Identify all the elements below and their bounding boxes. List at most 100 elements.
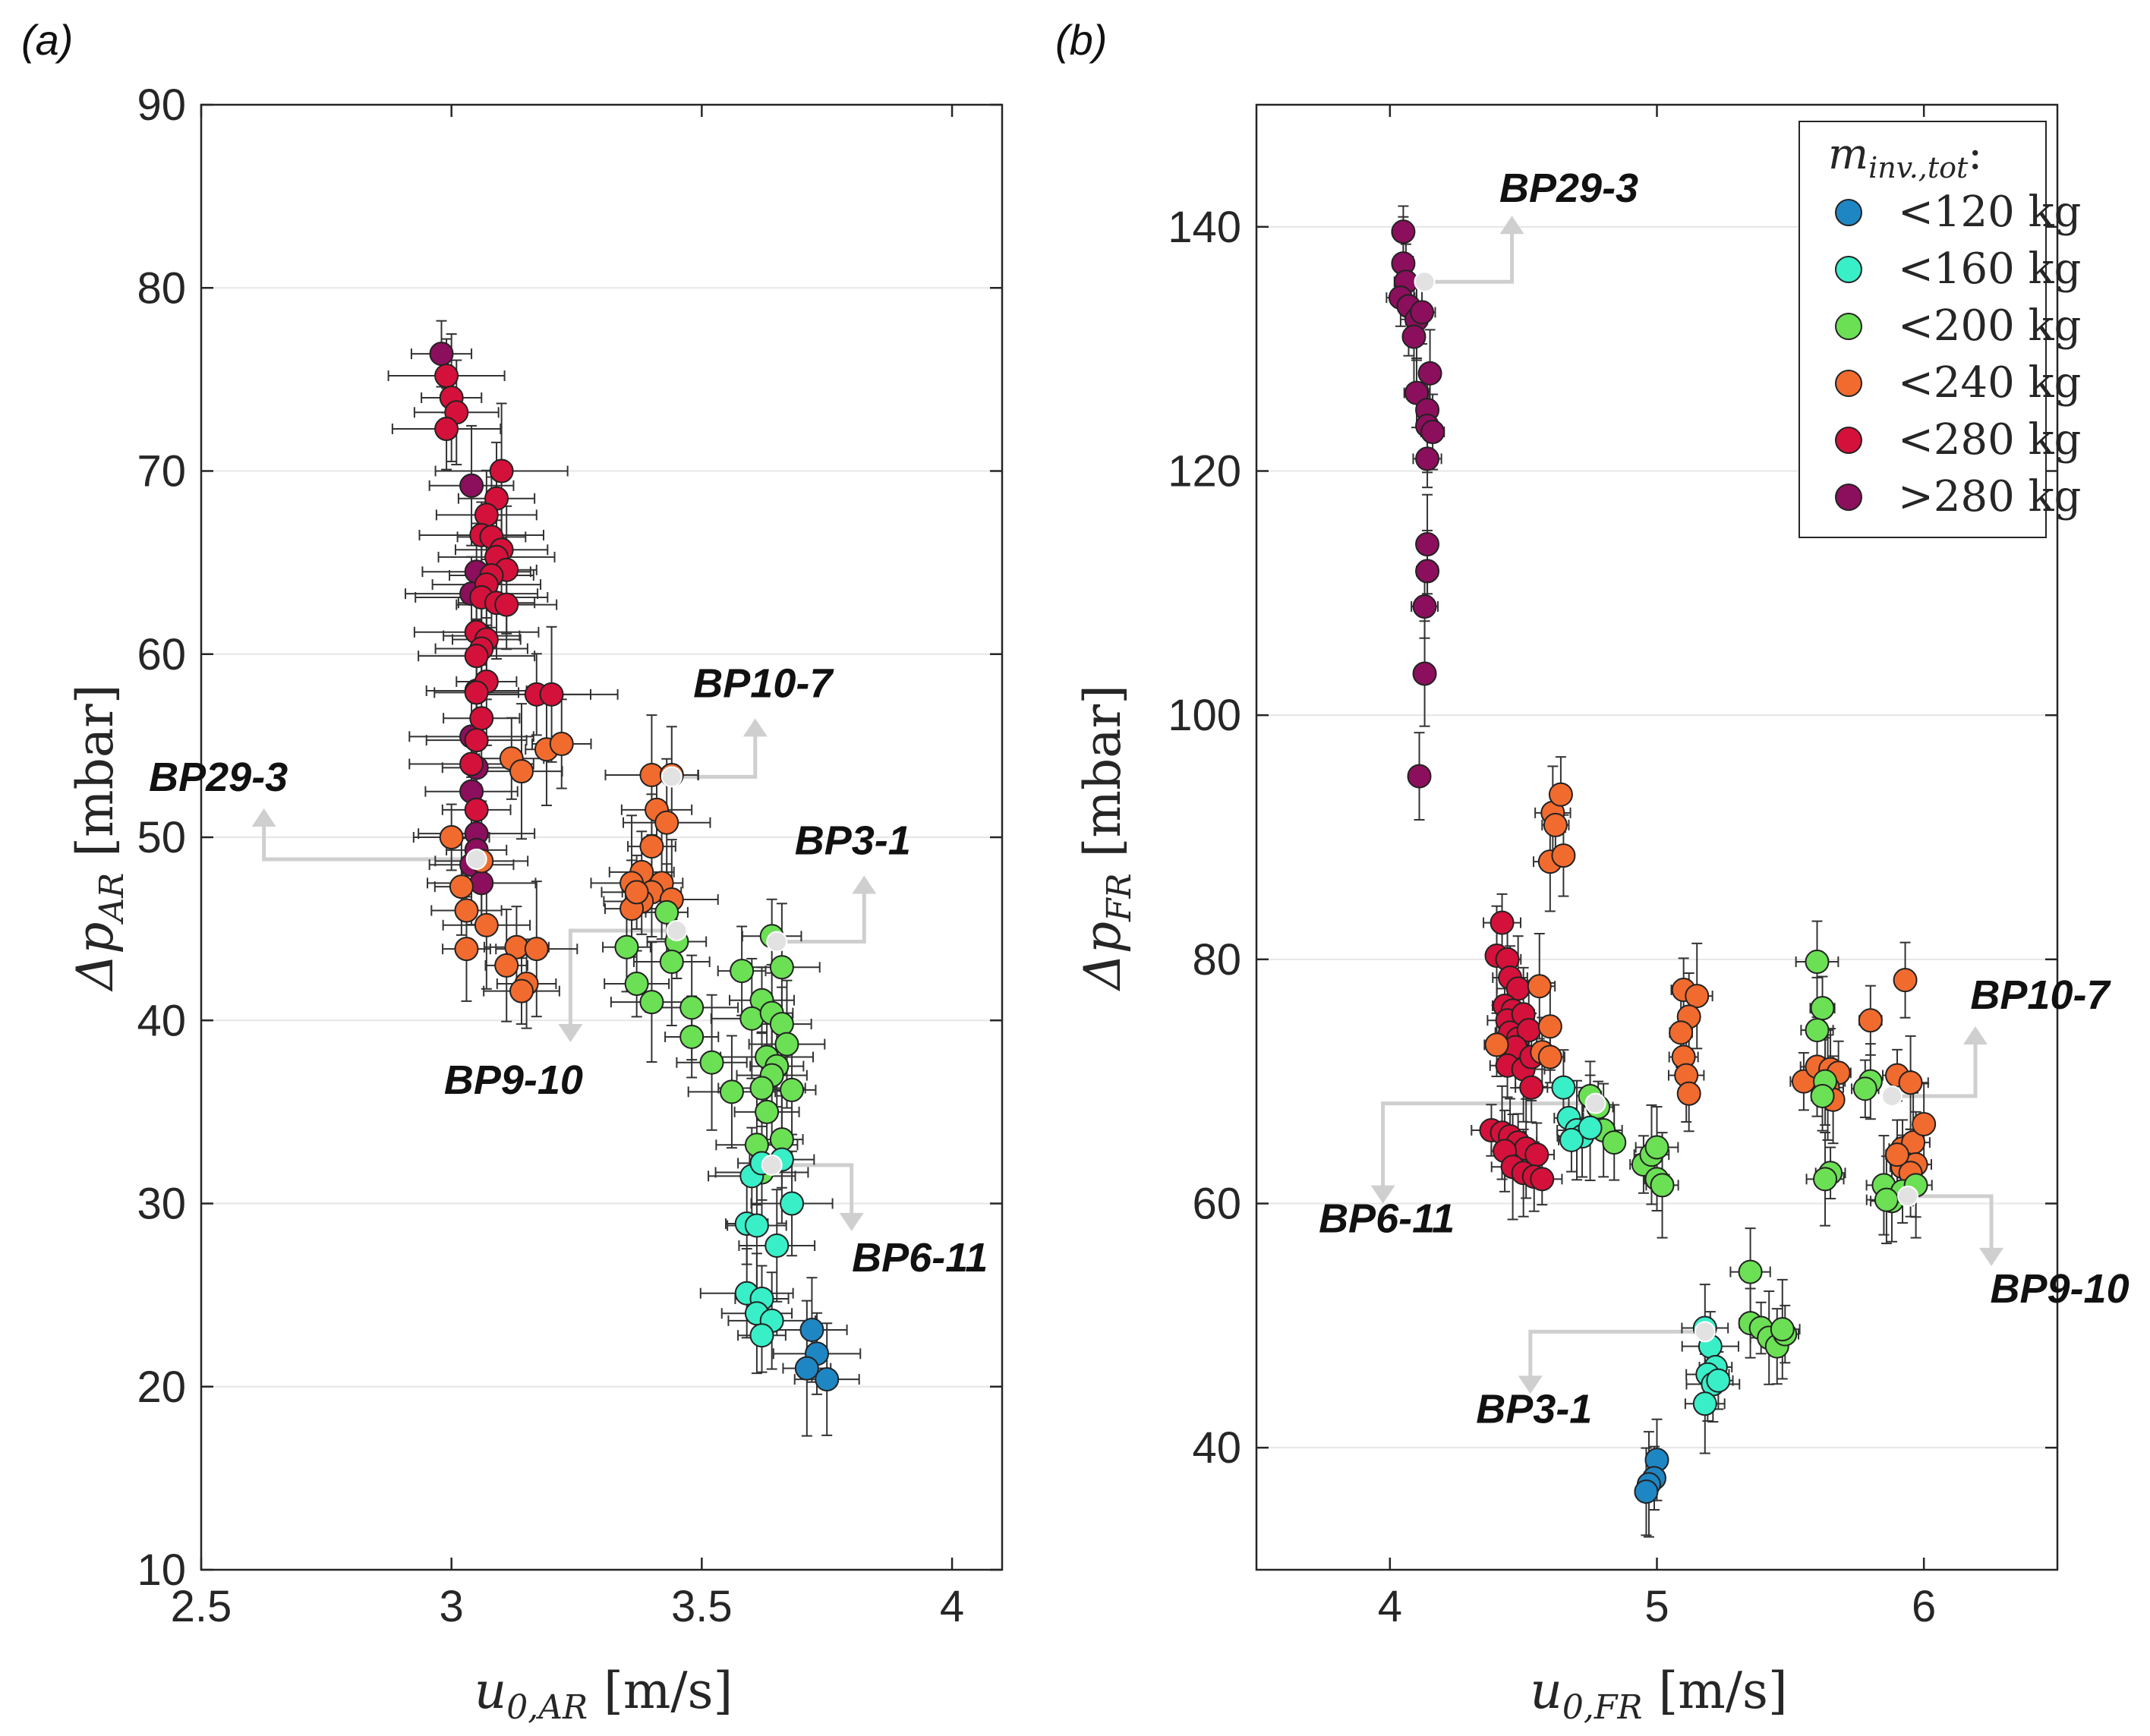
data-point [1527,974,1552,999]
data-point [439,825,464,849]
x-tick-label: 5 [1644,1582,1669,1631]
data-point [780,1191,805,1216]
data-point [614,934,639,959]
legend-title-main: m [1828,130,1868,179]
annotation-arrowhead [1518,1375,1543,1394]
data-point [1415,446,1440,471]
annotation-leader-line [1908,1194,1994,1249]
panel-a-annotation-dots [465,766,788,1176]
data-point [769,955,794,980]
annotation-label: BP3-1 [795,818,911,864]
data-point [654,810,679,835]
annotation-bp10-7: BP10-7 [1891,972,2111,1098]
panel-a-xlabel-sub: 0,AR [506,1688,588,1727]
y-tick-label: 60 [1192,1180,1241,1229]
data-point [1738,1259,1763,1284]
data-point [474,503,499,528]
annotation-arrowhead [839,1212,864,1231]
data-point [434,364,459,389]
annotation-bp3-1: BP3-1 [777,818,911,944]
x-tick-label: 2.5 [171,1582,232,1631]
data-point [1420,420,1445,445]
data-point [769,1012,794,1037]
panel-a-points [387,320,862,1437]
data-point [1417,361,1442,386]
panel-b-x-axis-label: u0,FR [m/s] [1530,1662,1787,1727]
data-point [489,458,514,484]
data-point [1874,1187,1899,1212]
data-point [744,1213,769,1238]
data-point [509,759,534,784]
annotation-dot [465,848,487,870]
data-point [749,1323,774,1348]
annotation-leader-line [1891,1042,1978,1098]
annotation-arrowhead [1499,216,1524,235]
data-point [1415,532,1440,556]
legend-item: <160 kg [1835,244,2081,294]
legend-item: <200 kg [1835,301,2081,351]
y-tick-label: 100 [1168,691,1241,740]
data-point [679,995,705,1020]
annotation-dot [1414,271,1436,293]
annotation-bp10-7: BP10-7 [671,660,834,779]
data-point [1810,1083,1835,1108]
data-point [1813,1167,1838,1192]
data-point [769,1127,794,1152]
panel-a-xlabel-unit: [m/s] [588,1662,733,1720]
y-tick-label: 80 [1192,935,1241,985]
annotation-arrowhead [558,1024,583,1043]
panel-b-ylabel-unit: [mbar] [1073,685,1132,873]
data-point [1912,1111,1937,1136]
data-point [639,834,664,859]
annotation-arrowhead [1979,1247,2004,1266]
data-point [654,900,679,925]
annotation-leader-line [1381,1101,1596,1187]
y-tick-label: 60 [137,630,186,679]
legend-marker [1835,199,1862,226]
data-point [1407,764,1432,789]
annotation-leader-line [1424,232,1515,284]
annotation-label: BP10-7 [693,660,834,706]
annotation-label: BP29-3 [149,755,288,800]
panel-a-ylabel-unit: [mbar] [66,684,125,872]
legend-marker [1835,313,1862,340]
data-point [1692,1391,1717,1416]
data-point [464,644,489,669]
panel-a-xlabel-main: u [474,1662,507,1720]
panel-b-y-axis-label: ΔpFR [mbar] [1073,685,1139,992]
annotation-bp9-10: BP9-10 [1908,1194,2130,1312]
data-point [1810,996,1835,1021]
legend-title-sub: inv.,tot [1868,151,1969,184]
data-point [454,937,479,962]
data-point [1484,1032,1509,1057]
data-point [1559,1127,1584,1152]
data-point [539,682,564,707]
data-point [749,1076,774,1101]
panel-a-annotations: BP29-3 BP10-7 BP9-10 BP3-1 BP6-11 [149,660,988,1280]
data-point [1644,1135,1669,1160]
y-tick-label: 50 [137,813,186,862]
panel-b-annotations: BP29-3 BP10-7 BP6-11 BP9-10 BP3-1 [1319,165,2130,1432]
data-point [624,972,649,996]
legend-item: >280 kg [1835,472,2081,521]
data-point [1898,1070,1923,1095]
panel-b-annotation-dots [1414,271,1919,1343]
data-point [1490,910,1515,935]
panel-b-points [1386,205,1937,1538]
data-point [1401,324,1427,349]
annotation-arrowhead [1370,1185,1395,1204]
annotation-leader-line [671,735,758,779]
data-point [1519,1075,1544,1100]
annotation-label: BP9-10 [444,1057,583,1103]
data-point [1650,1173,1675,1198]
legend-label: <200 kg [1898,301,2081,351]
panel-a: (a) 10 20 30 40 50 60 70 80 90 2.5 3 3.5 4 BP29-3 BP1… [21,16,1004,1727]
legend-label: <160 kg [1898,244,2081,294]
legend-label: <280 kg [1898,415,2081,465]
annotation-label: BP29-3 [1499,165,1638,211]
data-point [1706,1368,1731,1393]
annotation-arrowhead [251,808,276,827]
annotation-bp6-11: BP6-11 [1319,1101,1596,1242]
legend-label: <120 kg [1898,187,2081,237]
data-point [624,880,649,905]
